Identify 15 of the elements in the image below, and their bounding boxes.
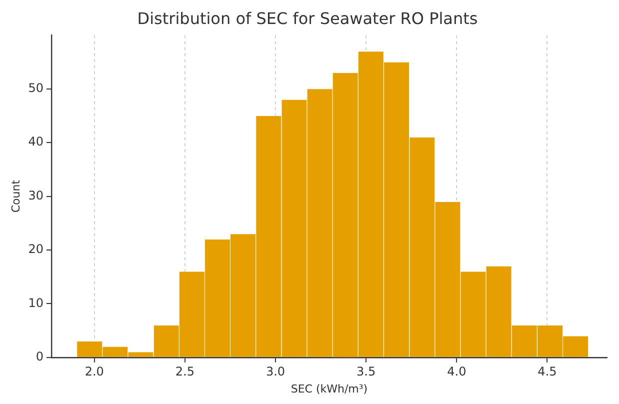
y-tick-label: 40 xyxy=(28,134,44,149)
y-tick-label: 10 xyxy=(28,296,44,310)
y-tick-label: 20 xyxy=(28,242,44,256)
y-tick-label: 30 xyxy=(28,188,44,202)
y-tick-label: 50 xyxy=(28,81,44,96)
x-tick-label: 4.0 xyxy=(447,364,466,379)
chart-title: Distribution of SEC for Seawater RO Plants xyxy=(137,8,478,28)
y-tick-label: 0 xyxy=(36,350,44,364)
x-tick-label: 3.5 xyxy=(356,364,376,379)
x-axis-title: SEC (kWh/m³) xyxy=(290,382,368,396)
y-axis-title: Count xyxy=(9,179,22,213)
x-tick-label: 4.5 xyxy=(538,364,557,379)
x-tick-label: 2.5 xyxy=(175,364,195,379)
x-tick-label: 3.0 xyxy=(266,364,286,379)
x-tick-label: 2.0 xyxy=(84,364,104,379)
